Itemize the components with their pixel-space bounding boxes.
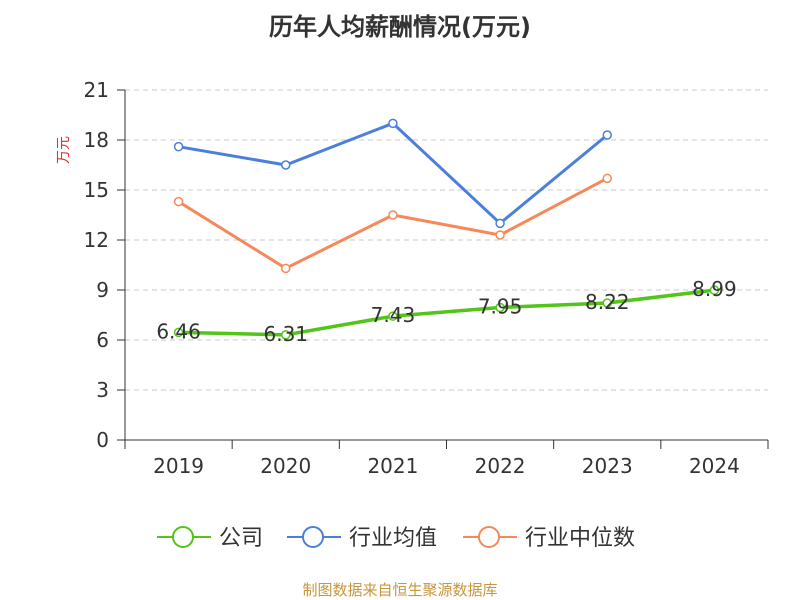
y-tick-label: 3	[96, 378, 109, 402]
y-tick-label: 18	[84, 128, 109, 152]
y-tick-label: 6	[96, 328, 109, 352]
x-tick-label: 2024	[689, 454, 740, 478]
data-point	[173, 196, 184, 207]
data-point	[173, 141, 184, 152]
data-label: 6.46	[156, 319, 201, 343]
data-point	[602, 298, 612, 308]
legend-marker[interactable]	[478, 526, 500, 548]
data-label: 8.22	[585, 290, 630, 314]
series-line-1	[177, 121, 609, 225]
data-point	[173, 327, 184, 338]
y-axis-label: 万元	[56, 136, 72, 164]
data-point	[388, 311, 398, 321]
x-tick-label: 2019	[153, 454, 204, 478]
y-tick-label: 15	[84, 178, 109, 202]
x-tick-label: 2021	[367, 454, 418, 478]
data-point	[388, 118, 398, 129]
chart-title: 历年人均薪酬情况(万元)	[269, 13, 531, 41]
data-point	[602, 130, 612, 140]
y-tick-label: 21	[84, 78, 109, 102]
x-tick-label: 2020	[260, 454, 311, 478]
legend-label: 公司	[219, 526, 263, 551]
data-point	[281, 160, 291, 170]
data-point	[709, 285, 720, 295]
legend-label: 行业中位数	[525, 526, 635, 551]
data-point	[495, 218, 505, 229]
legend-marker[interactable]	[172, 526, 194, 548]
legend-label: 行业均值	[349, 526, 437, 551]
legend-marker[interactable]	[302, 526, 324, 548]
data-point	[495, 302, 505, 313]
data-label: 8.99	[692, 277, 737, 301]
data-point	[388, 210, 398, 220]
data-point	[281, 330, 291, 340]
source-note: 制图数据来自恒生聚源数据库	[302, 581, 497, 599]
series-line-0	[176, 288, 717, 337]
series-line-2	[177, 176, 609, 270]
data-label: 7.95	[478, 295, 523, 319]
x-tick-label: 2022	[475, 454, 526, 478]
data-label: 6.31	[263, 322, 308, 346]
data-point	[281, 263, 291, 274]
y-tick-label: 0	[96, 428, 109, 452]
y-tick-label: 12	[84, 228, 109, 252]
y-tick-label: 9	[96, 278, 109, 302]
data-point	[602, 173, 612, 184]
x-tick-label: 2023	[582, 454, 633, 478]
data-label: 7.43	[371, 303, 416, 327]
data-point	[495, 230, 505, 240]
